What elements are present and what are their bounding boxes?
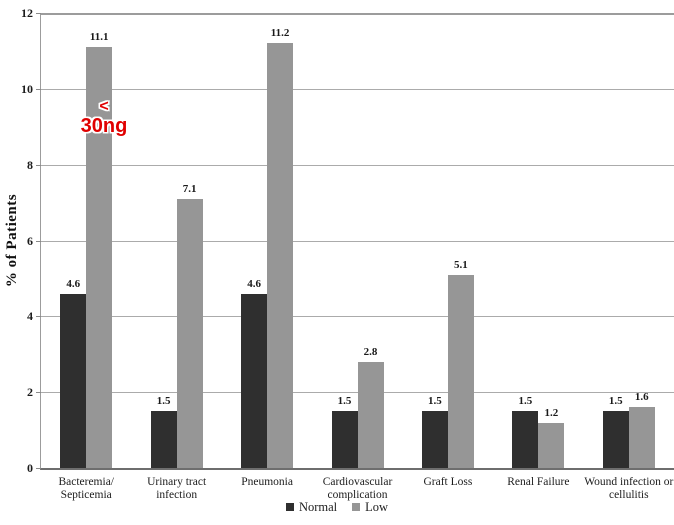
legend-label-low: Low: [365, 500, 389, 514]
x-category-label: Wound infection or cellulitis: [584, 476, 674, 501]
annotation-30ng: < 30ng: [56, 98, 152, 138]
y-tick-label: 6: [27, 233, 33, 248]
bar-value-label: 2.8: [363, 345, 378, 358]
annotation-line1: <: [99, 98, 109, 115]
bar-value-label: 1.5: [337, 395, 352, 408]
bar-low-3: [357, 361, 384, 468]
bar-value-label: 4.6: [66, 277, 81, 290]
legend-swatch-normal: [285, 503, 294, 511]
y-tick-label: 4: [27, 309, 33, 324]
legend-item-normal: Normal: [285, 500, 338, 514]
bar-value-label: 1.5: [156, 395, 171, 408]
x-category-label: Bacteremia/ Septicemia: [58, 476, 114, 501]
annotation-line2: 30ng: [80, 115, 128, 137]
plot-area: 4.6 11.1 Bacteremia/ Septicemia 1.5 7.1 Urina…: [40, 13, 674, 501]
legend-item-low: Low: [352, 500, 388, 514]
bar-value-label: 1.5: [518, 395, 533, 408]
bar-low-2: [267, 43, 294, 468]
bar-value-label: 11.1: [89, 31, 109, 44]
y-tick-mark: [36, 13, 41, 14]
bar-normal-3: [331, 411, 358, 468]
gridline: [41, 164, 674, 166]
bar-value-label: 4.6: [247, 277, 261, 290]
bar-value-label: 11.2: [270, 27, 290, 40]
bar-low-5: [538, 422, 565, 468]
x-category-label: Pneumonia: [241, 476, 293, 488]
x-category-label: Renal Failure: [507, 476, 570, 488]
bar-normal-5: [512, 411, 539, 468]
bar-value-label: 1.5: [608, 395, 623, 408]
x-category-label: Graft Loss: [423, 476, 473, 488]
bar-value-label: 5.1: [454, 258, 468, 271]
bar-value-label: 7.1: [182, 182, 197, 195]
gridline: [41, 240, 674, 242]
y-tick-mark: [36, 468, 41, 469]
gridline: [41, 13, 674, 15]
y-tick-label: 12: [21, 6, 33, 20]
y-tick-mark: [36, 164, 41, 166]
y-tick-label: 10: [21, 81, 33, 96]
legend-swatch-low: [352, 503, 361, 511]
y-tick-label: 0: [27, 461, 33, 475]
bar-value-label: 1.5: [428, 395, 442, 408]
y-tick-label: 2: [27, 385, 33, 400]
y-tick-label: 8: [27, 157, 33, 172]
bar-low-6: [628, 407, 655, 468]
bar-low-1: [176, 198, 203, 468]
x-category-label: Cardiovascular complication: [322, 476, 393, 501]
bar-value-label: 1.6: [634, 391, 649, 404]
bar-normal-0: [60, 293, 87, 468]
bar-normal-2: [241, 293, 268, 468]
legend: Normal Low: [0, 500, 674, 514]
gridline: [41, 88, 674, 90]
bar-low-4: [447, 274, 474, 468]
gridline: [41, 316, 674, 318]
y-tick-mark: [36, 392, 41, 394]
y-tick-mark: [36, 240, 41, 242]
bar-normal-1: [150, 411, 177, 468]
bar-value-label: 1.2: [544, 406, 559, 419]
bar-normal-6: [602, 411, 629, 468]
y-tick-mark: [36, 316, 41, 318]
x-category-label: Urinary tract infection: [147, 476, 207, 501]
legend-label-normal: Normal: [298, 500, 338, 514]
bar-low-0: [86, 47, 113, 468]
bar-normal-4: [421, 411, 448, 468]
y-tick-mark: [36, 88, 41, 90]
